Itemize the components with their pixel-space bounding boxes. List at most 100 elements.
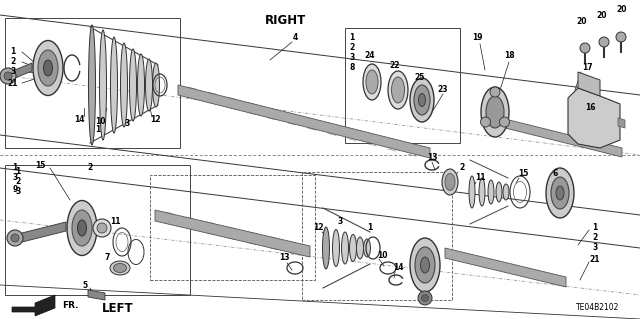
Ellipse shape [363, 64, 381, 100]
Text: 3: 3 [124, 120, 130, 129]
Text: 13: 13 [279, 254, 289, 263]
Polygon shape [445, 248, 566, 287]
Circle shape [490, 87, 500, 97]
Polygon shape [10, 63, 32, 80]
Ellipse shape [152, 63, 159, 107]
Text: 20: 20 [577, 18, 588, 26]
Text: 3: 3 [593, 243, 598, 253]
Text: 2: 2 [593, 234, 598, 242]
Text: 24: 24 [365, 50, 375, 60]
Ellipse shape [469, 176, 475, 208]
Text: 13: 13 [427, 153, 437, 162]
Text: 14: 14 [74, 115, 84, 123]
Ellipse shape [481, 87, 509, 137]
Ellipse shape [592, 115, 600, 129]
Ellipse shape [67, 201, 97, 256]
Ellipse shape [38, 50, 58, 86]
Text: 2: 2 [88, 164, 93, 173]
Ellipse shape [442, 169, 458, 195]
Ellipse shape [99, 30, 106, 140]
Ellipse shape [496, 182, 502, 202]
Polygon shape [88, 290, 105, 300]
Text: 9: 9 [12, 184, 18, 194]
Ellipse shape [111, 37, 118, 133]
Text: 15: 15 [518, 169, 528, 179]
Ellipse shape [33, 41, 63, 95]
Text: 11: 11 [475, 174, 485, 182]
Text: 2: 2 [10, 57, 15, 66]
Text: 1: 1 [15, 167, 20, 176]
Polygon shape [12, 295, 55, 316]
Ellipse shape [488, 180, 494, 204]
Polygon shape [18, 222, 66, 243]
Text: 1: 1 [367, 224, 372, 233]
Text: 25: 25 [415, 73, 425, 83]
Ellipse shape [479, 178, 485, 206]
Text: 15: 15 [35, 160, 45, 169]
Text: 8: 8 [349, 63, 355, 72]
Ellipse shape [414, 85, 430, 115]
Text: 5: 5 [83, 280, 88, 290]
Ellipse shape [113, 263, 127, 272]
Text: 18: 18 [504, 51, 515, 61]
Text: 3: 3 [349, 53, 355, 62]
Text: RIGHT: RIGHT [264, 13, 306, 26]
Text: 2: 2 [349, 42, 355, 51]
Ellipse shape [388, 71, 408, 109]
Ellipse shape [420, 257, 429, 273]
Text: 1: 1 [95, 125, 100, 135]
Text: 20: 20 [617, 4, 627, 13]
Ellipse shape [392, 77, 404, 103]
Ellipse shape [551, 177, 569, 209]
Circle shape [11, 234, 19, 242]
Ellipse shape [72, 210, 92, 246]
Ellipse shape [88, 25, 95, 145]
Text: 1: 1 [12, 164, 18, 173]
Circle shape [500, 117, 509, 127]
Text: TE04B2102: TE04B2102 [576, 303, 620, 313]
Text: 20: 20 [596, 11, 607, 19]
Text: 21: 21 [8, 78, 19, 87]
Text: 14: 14 [393, 263, 403, 272]
Text: 7: 7 [104, 254, 109, 263]
Text: 10: 10 [377, 250, 387, 259]
Text: 16: 16 [585, 103, 595, 113]
Text: 10: 10 [95, 117, 105, 127]
Polygon shape [155, 210, 310, 257]
Ellipse shape [583, 99, 609, 145]
Ellipse shape [588, 107, 605, 137]
Circle shape [580, 43, 590, 53]
Ellipse shape [503, 184, 509, 200]
Polygon shape [578, 72, 600, 96]
Circle shape [7, 230, 23, 246]
Text: 11: 11 [109, 218, 120, 226]
Ellipse shape [445, 174, 455, 190]
Ellipse shape [145, 59, 152, 111]
Circle shape [0, 68, 16, 84]
Ellipse shape [342, 232, 349, 264]
Ellipse shape [366, 70, 378, 94]
Text: 12: 12 [313, 224, 323, 233]
Text: 21: 21 [589, 256, 600, 264]
Text: 1: 1 [349, 33, 355, 42]
Ellipse shape [486, 96, 504, 128]
Text: 4: 4 [292, 33, 298, 42]
Ellipse shape [129, 49, 136, 121]
Text: 2: 2 [460, 164, 465, 173]
Text: 3: 3 [10, 68, 15, 77]
Text: 3: 3 [12, 174, 18, 182]
Ellipse shape [410, 78, 434, 122]
Text: FR.: FR. [61, 300, 78, 309]
Text: 6: 6 [552, 168, 557, 177]
Polygon shape [618, 118, 625, 128]
Ellipse shape [323, 227, 330, 269]
Text: 19: 19 [472, 33, 483, 42]
Ellipse shape [364, 239, 371, 257]
Text: 3: 3 [337, 218, 342, 226]
Ellipse shape [546, 168, 574, 218]
Ellipse shape [138, 54, 145, 116]
Circle shape [481, 117, 490, 127]
Circle shape [422, 294, 429, 301]
Text: 1: 1 [593, 224, 598, 233]
Text: LEFT: LEFT [102, 301, 134, 315]
